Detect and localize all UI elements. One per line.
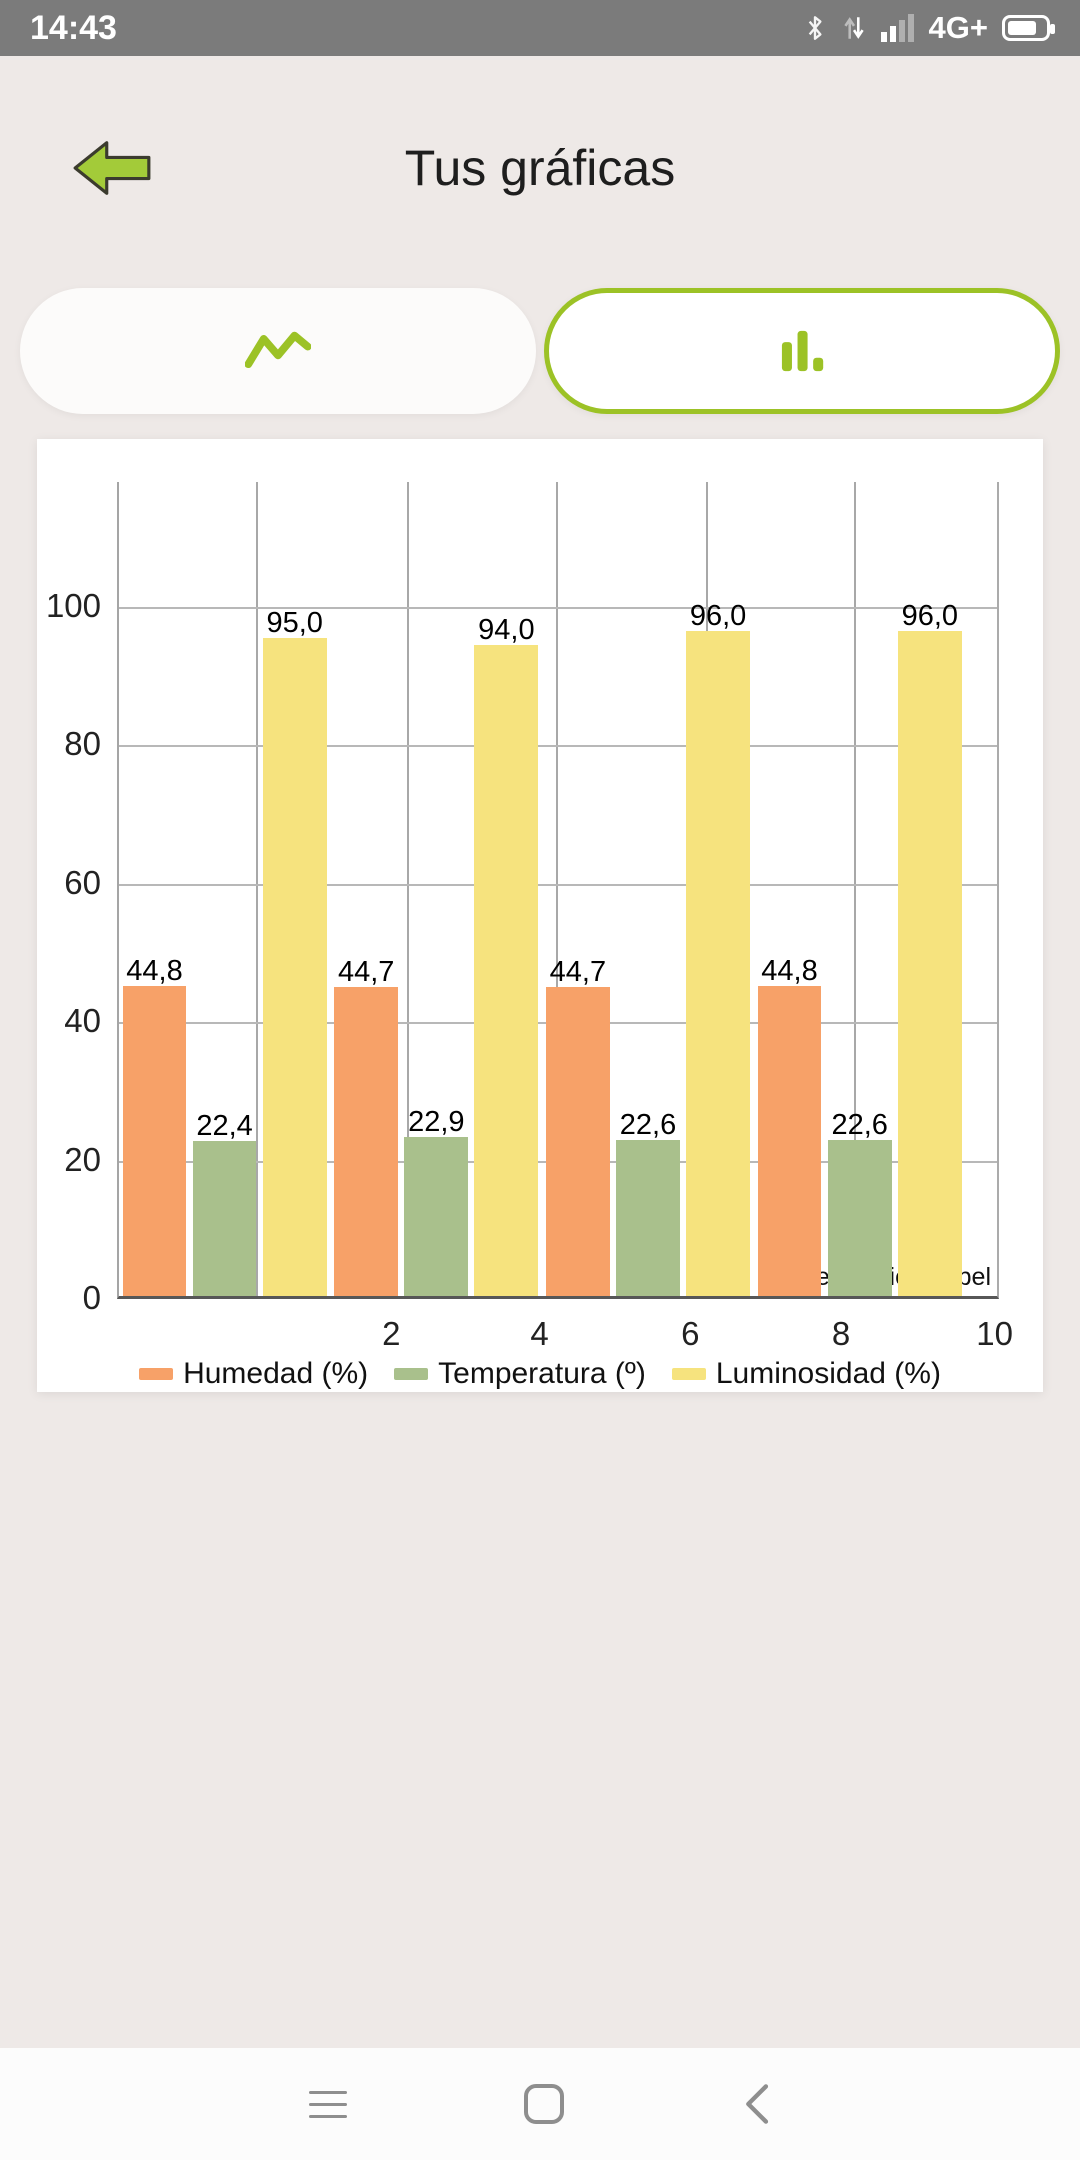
chart-bar (404, 1137, 469, 1296)
legend-swatch (394, 1368, 429, 1380)
bar-value-label: 22,6 (831, 1108, 888, 1141)
legend-label: Humedad (%) (183, 1357, 369, 1390)
home-button[interactable] (523, 2084, 564, 2124)
y-axis-tick-label: 0 (82, 1279, 101, 1316)
chart-card: Description Label 44,8 44,7 44,7 44,8 22,4 22… (37, 439, 1043, 1392)
chart-bar (757, 985, 822, 1296)
legend-label: Luminosidad (%) (715, 1357, 941, 1390)
bar-value-label: 22,6 (619, 1108, 677, 1141)
vertical-gridline (406, 482, 409, 1296)
legend-item: Humedad (%) (139, 1357, 368, 1391)
chart-bar (616, 1139, 680, 1296)
bar-value-label: 94,0 (478, 614, 535, 647)
legend-item: Temperatura (º) (394, 1357, 646, 1391)
chart-bar (897, 631, 962, 1296)
x-axis-tick-label: 8 (831, 1315, 851, 1352)
bar-value-label: 44,8 (761, 954, 818, 987)
y-axis-tick-label: 100 (45, 586, 101, 624)
horizontal-gridline (119, 606, 997, 609)
menu-button[interactable] (308, 2090, 347, 2118)
signal-strength-icon (880, 14, 914, 42)
back-arrow-icon (73, 141, 151, 195)
chart-bar (686, 631, 750, 1296)
page-title: Tus gráficas (404, 140, 676, 196)
status-time: 14:43 (30, 8, 117, 47)
battery-fill (1008, 21, 1036, 35)
bar-value-label: 22,9 (408, 1106, 465, 1139)
chart-bar (334, 986, 399, 1296)
plot-area: Description Label 44,8 44,7 44,7 44,8 22,4 22… (117, 482, 999, 1299)
x-axis-tick-label: 4 (530, 1315, 549, 1352)
bar-chart-icon (781, 330, 824, 372)
legend-label: Temperatura (º) (438, 1357, 646, 1390)
navigation-bar (0, 2048, 1080, 2160)
chart-bar (122, 985, 187, 1296)
chart-type-toggle (20, 288, 1060, 414)
status-bar: 14:43 4G+ (0, 0, 1080, 56)
header: Tus gráficas (0, 108, 1080, 228)
y-axis-tick-label: 20 (64, 1140, 101, 1178)
bar-value-label: 44,7 (337, 955, 395, 988)
chart-bar (827, 1139, 892, 1296)
line-chart-tab[interactable] (20, 288, 536, 414)
bar-value-label: 96,0 (689, 600, 747, 633)
bluetooth-icon (808, 16, 822, 40)
battery-icon (1002, 15, 1055, 41)
data-transfer-icon (843, 17, 864, 39)
battery-nub (1050, 24, 1055, 34)
y-axis-tick-label: 80 (64, 725, 101, 763)
chart-legend: Humedad (%) Temperatura (º) Luminosidad (%… (37, 1357, 1043, 1391)
bar-value-label: 96,0 (901, 600, 959, 633)
network-type-label: 4G+ (928, 10, 988, 45)
chart-bar (192, 1140, 257, 1296)
chart-bar (545, 986, 610, 1296)
home-icon (523, 2084, 564, 2124)
chart-bar (474, 645, 539, 1296)
menu-icon (308, 2090, 347, 2118)
x-axis-tick-label: 2 (382, 1315, 401, 1352)
back-nav-button[interactable] (741, 2082, 771, 2126)
horizontal-gridline (119, 745, 997, 748)
vertical-gridline (255, 482, 258, 1296)
x-axis-tick-label: 6 (681, 1315, 700, 1352)
bar-value-label: 44,7 (549, 955, 607, 988)
status-icons: 4G+ (803, 10, 1055, 46)
y-axis-tick-label: 60 (64, 863, 101, 901)
y-axis-tick-label: 40 (64, 1002, 101, 1040)
horizontal-gridline (119, 883, 997, 886)
bar-value-label: 22,4 (196, 1109, 253, 1142)
back-button[interactable] (72, 138, 152, 198)
bar-value-label: 95,0 (266, 607, 323, 640)
vertical-gridline (555, 482, 558, 1296)
vertical-gridline (853, 482, 856, 1296)
chart-bar (262, 638, 327, 1296)
legend-swatch (139, 1368, 174, 1380)
x-axis-tick-label: 10 (976, 1315, 1013, 1352)
bar-chart-tab[interactable] (544, 288, 1060, 414)
line-chart-icon (245, 331, 311, 369)
bar-value-label: 44,8 (126, 954, 183, 987)
back-chevron-icon (746, 2084, 769, 2124)
legend-item: Luminosidad (%) (671, 1357, 941, 1391)
legend-swatch (671, 1368, 706, 1380)
